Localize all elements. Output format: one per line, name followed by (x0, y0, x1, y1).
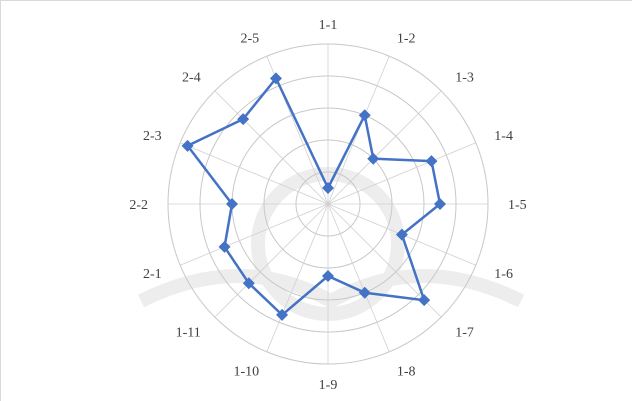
category-label: 1-6 (494, 267, 513, 282)
watermark-arc (137, 269, 525, 310)
axis-spoke (180, 203, 329, 266)
watermark-ornament (137, 167, 525, 321)
axis-spoke (327, 203, 390, 352)
series-layer (181, 72, 446, 321)
category-label: 2-4 (182, 71, 201, 86)
category-label: 1-7 (455, 325, 474, 340)
category-label: 1-4 (494, 129, 513, 144)
data-point-1-8 (358, 286, 371, 299)
data-point-1-3 (367, 152, 380, 165)
category-label: 1-8 (397, 364, 416, 379)
axis-spoke (214, 90, 329, 205)
data-point-2-4 (237, 113, 250, 126)
data-point-1-11 (242, 277, 255, 290)
data-point-1-5 (434, 198, 446, 210)
category-label: 1-5 (508, 198, 527, 213)
data-point-1-4 (425, 155, 438, 168)
axis-spoke (214, 203, 329, 318)
category-label: 1-3 (455, 71, 474, 86)
data-point-2-3 (181, 139, 194, 152)
category-label: 1-2 (397, 32, 416, 47)
category-label: 2-2 (129, 198, 148, 213)
category-label: 1-10 (233, 364, 259, 379)
category-label: 2-1 (143, 267, 162, 282)
category-label: 1-9 (319, 378, 338, 393)
data-point-1-7 (418, 294, 431, 307)
data-point-1-1 (322, 182, 334, 194)
axis-spoke (266, 203, 329, 352)
axis-spoke (180, 142, 329, 205)
category-label: 1-1 (319, 18, 338, 33)
category-label: 2-3 (143, 129, 162, 144)
category-label: 1-11 (176, 325, 201, 340)
data-point-1-10 (276, 308, 289, 321)
data-point-1-2 (358, 109, 371, 122)
data-point-2-2 (226, 198, 238, 210)
data-point-1-9 (322, 270, 334, 282)
data-point-2-5 (269, 72, 282, 85)
category-label: 2-5 (240, 32, 259, 47)
data-point-1-6 (395, 228, 408, 241)
data-point-2-1 (218, 240, 231, 253)
axis-spoke (327, 142, 476, 205)
category-labels: 1-1 1-2 1-3 1-4 1-5 1-6 1-7 1-8 1-9 1-10 1-11 2-1 2-… (129, 18, 526, 393)
axis-spoke (327, 90, 442, 205)
